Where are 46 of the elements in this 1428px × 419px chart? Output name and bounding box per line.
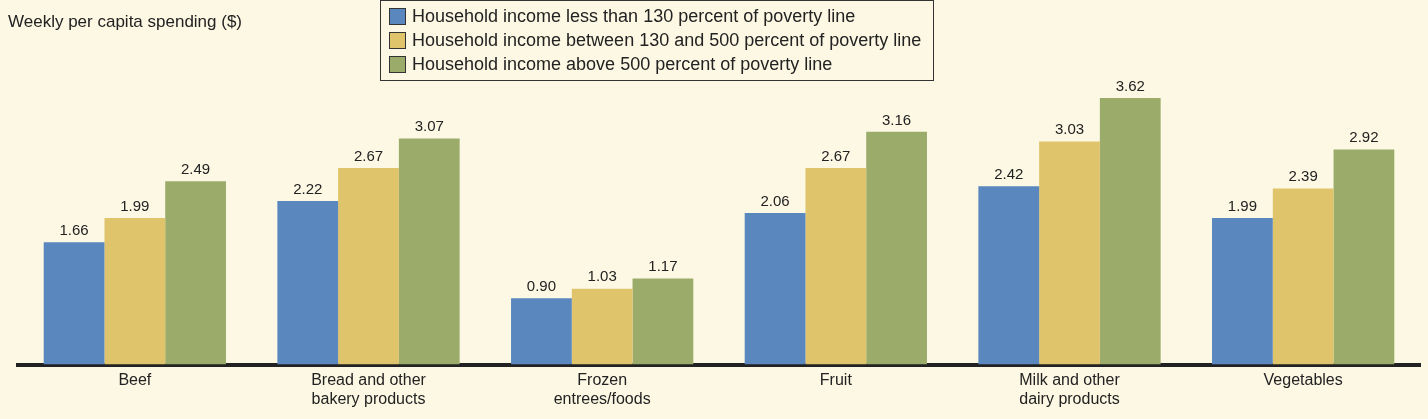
x-tick-label: Vegetables: [1263, 370, 1343, 388]
x-tick-label: Bread and other bakery products: [311, 370, 427, 407]
data-label: 3.03: [1054, 120, 1085, 138]
x-tick-label: Frozen entrees/foods: [553, 370, 651, 407]
data-label: 2.67: [353, 146, 384, 164]
data-label: 1.66: [59, 220, 89, 238]
data-label: 2.92: [1349, 128, 1379, 146]
x-tick-label: Milk and other dairy products: [1019, 370, 1121, 407]
data-label: 2.49: [180, 159, 211, 177]
bar: [277, 201, 339, 365]
data-label: 2.06: [760, 191, 790, 209]
data-label: 0.90: [526, 276, 557, 294]
data-label: 3.07: [414, 117, 444, 135]
legend-label: Household income above 500 percent of poverty line: [412, 53, 833, 75]
bar: [398, 138, 460, 365]
bar: [165, 181, 226, 365]
bar: [1039, 141, 1100, 365]
bar: [104, 218, 166, 365]
bar: [43, 242, 105, 365]
data-label: 3.16: [881, 110, 912, 128]
bar: [978, 186, 1040, 365]
bar: [511, 298, 572, 365]
bar: [1212, 218, 1273, 365]
bar: [571, 288, 633, 365]
data-label: 2.22: [293, 179, 323, 197]
data-label: 2.39: [1288, 167, 1318, 185]
data-label: 1.99: [120, 196, 150, 214]
bar: [1099, 97, 1161, 365]
bar: [805, 167, 867, 365]
data-label: 1.17: [648, 257, 678, 275]
bar: [632, 278, 694, 365]
bar: [338, 167, 399, 365]
data-label: 2.67: [821, 146, 851, 164]
y-axis-title: Weekly per capita spending ($): [8, 12, 243, 32]
bar: [1272, 188, 1334, 365]
bar: [1333, 149, 1395, 365]
bar: [866, 131, 927, 365]
x-tick-label: Beef: [118, 370, 152, 388]
legend-label: Household income less than 130 percent of poverty line: [412, 5, 856, 27]
data-label: 1.99: [1227, 196, 1258, 214]
legend-label: Household income between 130 and 500 percent of poverty line: [412, 29, 922, 51]
bar: [744, 212, 806, 365]
data-label: 3.62: [1115, 76, 1145, 94]
data-label: 1.03: [587, 267, 617, 285]
data-label: 2.42: [994, 165, 1024, 183]
x-tick-label: Fruit: [819, 370, 853, 388]
